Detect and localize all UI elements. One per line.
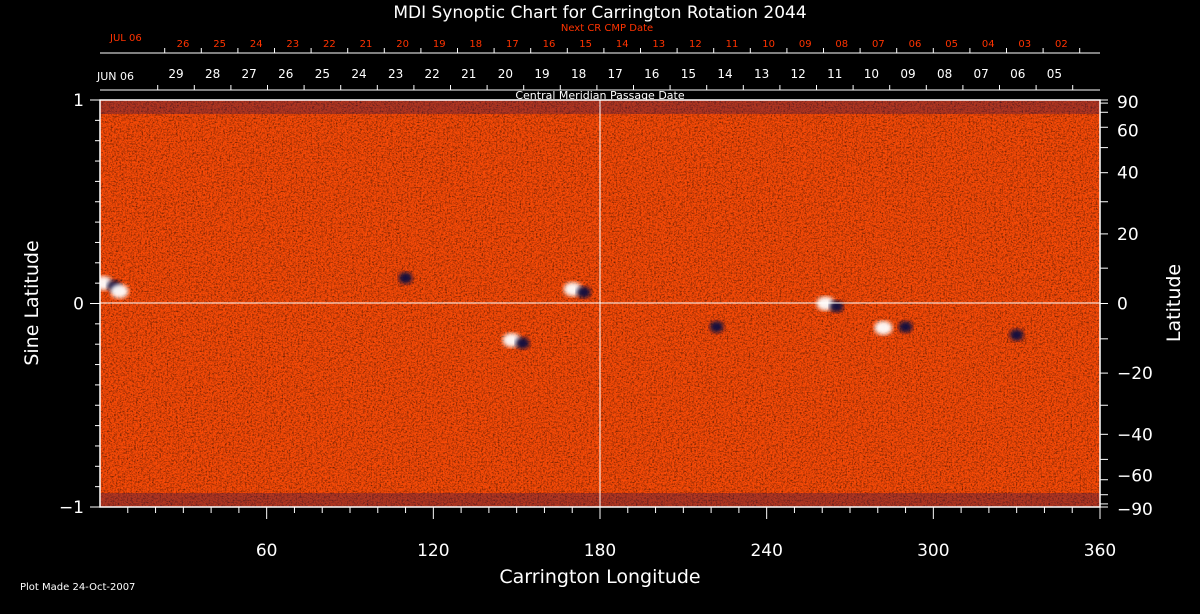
date-tick-label: 07 xyxy=(974,67,989,81)
date-tick-label: 15 xyxy=(579,39,592,50)
lat-tick-label: −60 xyxy=(1117,467,1153,487)
date-tick-label: 02 xyxy=(1055,39,1068,50)
date-tick-label: 24 xyxy=(250,39,263,50)
date-tick-label: 06 xyxy=(909,39,922,50)
date-tick-label: 18 xyxy=(571,67,586,81)
x-tick-label: 360 xyxy=(1084,541,1116,561)
y-tick-label: 0 xyxy=(73,295,84,315)
date-tick-label: 20 xyxy=(498,67,513,81)
date-tick-label: 21 xyxy=(360,39,373,50)
next-cr-axis-label: Next CR CMP Date xyxy=(561,23,653,34)
date-tick-label: 28 xyxy=(205,67,220,81)
date-tick-label: 23 xyxy=(286,39,299,50)
lat-tick-label: −40 xyxy=(1117,425,1153,445)
date-tick-label: 15 xyxy=(681,67,696,81)
negative-flux-region xyxy=(576,286,591,299)
date-tick-label: 03 xyxy=(1018,39,1031,50)
cmp-axis: JUN 06 Central Meridian Passage Date 29 2… xyxy=(96,67,1100,102)
negative-flux-region xyxy=(709,320,724,333)
date-tick-label: 12 xyxy=(689,39,702,50)
date-tick-label: 26 xyxy=(177,39,190,50)
date-tick-label: 13 xyxy=(754,67,769,81)
y-axis-label: Sine Latitude xyxy=(21,240,43,365)
date-tick-label: 29 xyxy=(168,67,183,81)
lat-tick-label: 20 xyxy=(1117,225,1139,245)
date-tick-label: 24 xyxy=(351,67,366,81)
date-tick-label: 23 xyxy=(388,67,403,81)
x-tick-label: 300 xyxy=(917,541,949,561)
date-tick-label: 07 xyxy=(872,39,885,50)
positive-flux-region xyxy=(874,320,893,335)
date-tick-label: 18 xyxy=(469,39,482,50)
negative-flux-region xyxy=(898,320,913,333)
x-axis: 60 120 180 240 300 360 xyxy=(127,507,1116,561)
x-tick-label: 240 xyxy=(750,541,782,561)
date-tick-label: 10 xyxy=(762,39,775,50)
date-tick-label: 06 xyxy=(1010,67,1025,81)
date-tick-label: 11 xyxy=(726,39,739,50)
date-tick-label: 26 xyxy=(278,67,293,81)
date-tick-label: 12 xyxy=(791,67,806,81)
negative-flux-region xyxy=(1009,328,1024,341)
date-tick-label: 05 xyxy=(945,39,958,50)
date-tick-label: 16 xyxy=(543,39,556,50)
positive-flux-region xyxy=(110,284,129,299)
date-tick-label: 11 xyxy=(827,67,842,81)
lat-tick-label: −90 xyxy=(1117,500,1153,520)
date-tick-label: 08 xyxy=(937,67,952,81)
date-tick-label: 05 xyxy=(1047,67,1062,81)
date-tick-label: 17 xyxy=(608,67,623,81)
y2-axis-label: Latitude xyxy=(1163,264,1185,342)
date-tick-label: 13 xyxy=(652,39,665,50)
date-tick-label: 10 xyxy=(864,67,879,81)
lat-tick-label: −20 xyxy=(1117,364,1153,384)
date-tick-label: 16 xyxy=(644,67,659,81)
lat-tick-label: 90 xyxy=(1117,93,1139,113)
y-axis-latitude: 90 60 40 20 0 −20 −40 −60 −90 xyxy=(1100,93,1153,520)
chart-title: MDI Synoptic Chart for Carrington Rotati… xyxy=(393,3,806,23)
cmp-month-label: JUN 06 xyxy=(96,70,134,83)
lat-tick-label: 60 xyxy=(1117,121,1139,141)
x-axis-label: Carrington Longitude xyxy=(499,566,700,588)
y-tick-label: −1 xyxy=(59,498,84,518)
date-tick-label: 25 xyxy=(213,39,226,50)
date-tick-label: 20 xyxy=(396,39,409,50)
date-tick-label: 19 xyxy=(534,67,549,81)
x-tick-label: 120 xyxy=(417,541,449,561)
lat-tick-label: 40 xyxy=(1117,164,1139,184)
date-tick-label: 14 xyxy=(717,67,732,81)
next-cr-month-label: JUL 06 xyxy=(109,33,142,44)
date-tick-label: 27 xyxy=(242,67,257,81)
date-tick-label: 08 xyxy=(835,39,848,50)
negative-flux-region xyxy=(515,337,530,350)
x-tick-label: 60 xyxy=(256,541,278,561)
date-tick-label: 22 xyxy=(425,67,440,81)
date-tick-label: 21 xyxy=(461,67,476,81)
date-tick-label: 09 xyxy=(799,39,812,50)
date-tick-label: 09 xyxy=(900,67,915,81)
cmp-axis-label: Central Meridian Passage Date xyxy=(515,89,684,102)
y-tick-label: 1 xyxy=(73,91,84,111)
negative-flux-region xyxy=(829,300,844,313)
next-cr-axis: JUL 06 Next CR CMP Date 26 25 24 23 22 21 20 19… xyxy=(100,23,1100,54)
plot-made-note: Plot Made 24-Oct-2007 xyxy=(20,582,135,593)
x-tick-label: 180 xyxy=(584,541,616,561)
date-tick-label: 04 xyxy=(982,39,995,50)
date-tick-label: 22 xyxy=(323,39,336,50)
date-tick-label: 17 xyxy=(506,39,519,50)
negative-flux-region xyxy=(398,272,413,285)
y-axis-sine-latitude: 1 0 −1 xyxy=(59,91,100,518)
date-tick-label: 14 xyxy=(616,39,629,50)
lat-tick-label: 0 xyxy=(1117,295,1128,315)
date-tick-label: 25 xyxy=(315,67,330,81)
date-tick-label: 19 xyxy=(433,39,446,50)
